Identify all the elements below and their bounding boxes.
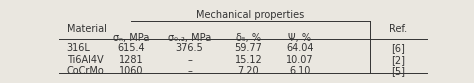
Text: 1060: 1060 xyxy=(118,66,143,76)
Text: CoCrMo: CoCrMo xyxy=(66,66,104,76)
Text: Ti6Al4V: Ti6Al4V xyxy=(66,55,103,65)
Text: 10.07: 10.07 xyxy=(286,55,314,65)
Text: 6.10: 6.10 xyxy=(289,66,310,76)
Text: δ₅, %: δ₅, % xyxy=(236,33,261,43)
Text: 376.5: 376.5 xyxy=(176,43,203,53)
Text: 1281: 1281 xyxy=(118,55,143,65)
Text: [5]: [5] xyxy=(391,66,405,76)
Text: –: – xyxy=(187,66,192,76)
Text: σ₀.₂, MPa: σ₀.₂, MPa xyxy=(168,33,211,43)
Text: 59.77: 59.77 xyxy=(235,43,263,53)
Text: Ref.: Ref. xyxy=(389,24,407,34)
Text: –: – xyxy=(187,55,192,65)
Text: [6]: [6] xyxy=(391,43,405,53)
Text: Material: Material xyxy=(66,24,107,34)
Text: σₙ, MPa: σₙ, MPa xyxy=(113,33,149,43)
Text: Ψ, %: Ψ, % xyxy=(288,33,311,43)
Text: 15.12: 15.12 xyxy=(235,55,262,65)
Text: Mechanical properties: Mechanical properties xyxy=(196,10,304,20)
Text: 7.20: 7.20 xyxy=(237,66,259,76)
Text: 615.4: 615.4 xyxy=(117,43,145,53)
Text: 316L: 316L xyxy=(66,43,91,53)
Text: 64.04: 64.04 xyxy=(286,43,314,53)
Text: [2]: [2] xyxy=(391,55,405,65)
